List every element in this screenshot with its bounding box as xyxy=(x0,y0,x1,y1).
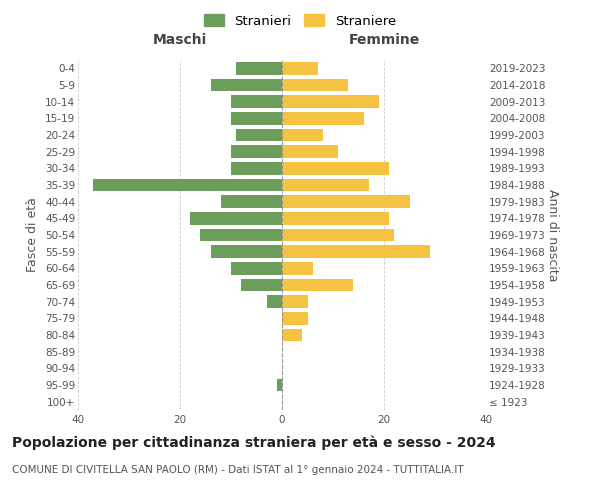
Bar xyxy=(282,146,338,158)
Text: COMUNE DI CIVITELLA SAN PAOLO (RM) - Dati ISTAT al 1° gennaio 2024 - TUTTITALIA.: COMUNE DI CIVITELLA SAN PAOLO (RM) - Dat… xyxy=(12,465,464,475)
Bar xyxy=(282,212,389,224)
Bar xyxy=(282,312,308,324)
Y-axis label: Fasce di età: Fasce di età xyxy=(26,198,40,272)
Bar xyxy=(282,262,313,274)
Bar xyxy=(211,79,282,92)
Bar xyxy=(231,146,282,158)
Bar xyxy=(282,96,379,108)
Bar xyxy=(231,262,282,274)
Bar xyxy=(221,196,282,208)
Bar xyxy=(282,229,394,241)
Bar xyxy=(267,296,282,308)
Bar xyxy=(94,179,282,192)
Bar xyxy=(282,112,364,124)
Bar xyxy=(282,196,410,208)
Bar xyxy=(231,162,282,174)
Bar xyxy=(241,279,282,291)
Legend: Stranieri, Straniere: Stranieri, Straniere xyxy=(199,9,401,33)
Bar xyxy=(211,246,282,258)
Y-axis label: Anni di nascita: Anni di nascita xyxy=(547,188,559,281)
Bar xyxy=(190,212,282,224)
Bar xyxy=(277,379,282,391)
Bar xyxy=(282,162,389,174)
Bar xyxy=(282,296,308,308)
Bar xyxy=(282,129,323,141)
Bar xyxy=(282,329,302,341)
Bar xyxy=(231,112,282,124)
Bar xyxy=(236,62,282,74)
Text: Maschi: Maschi xyxy=(153,32,207,46)
Bar xyxy=(282,246,430,258)
Text: Popolazione per cittadinanza straniera per età e sesso - 2024: Popolazione per cittadinanza straniera p… xyxy=(12,435,496,450)
Bar xyxy=(282,79,349,92)
Bar xyxy=(200,229,282,241)
Bar xyxy=(282,179,369,192)
Bar xyxy=(282,62,318,74)
Bar xyxy=(231,96,282,108)
Bar xyxy=(282,279,353,291)
Text: Femmine: Femmine xyxy=(349,32,419,46)
Bar xyxy=(236,129,282,141)
